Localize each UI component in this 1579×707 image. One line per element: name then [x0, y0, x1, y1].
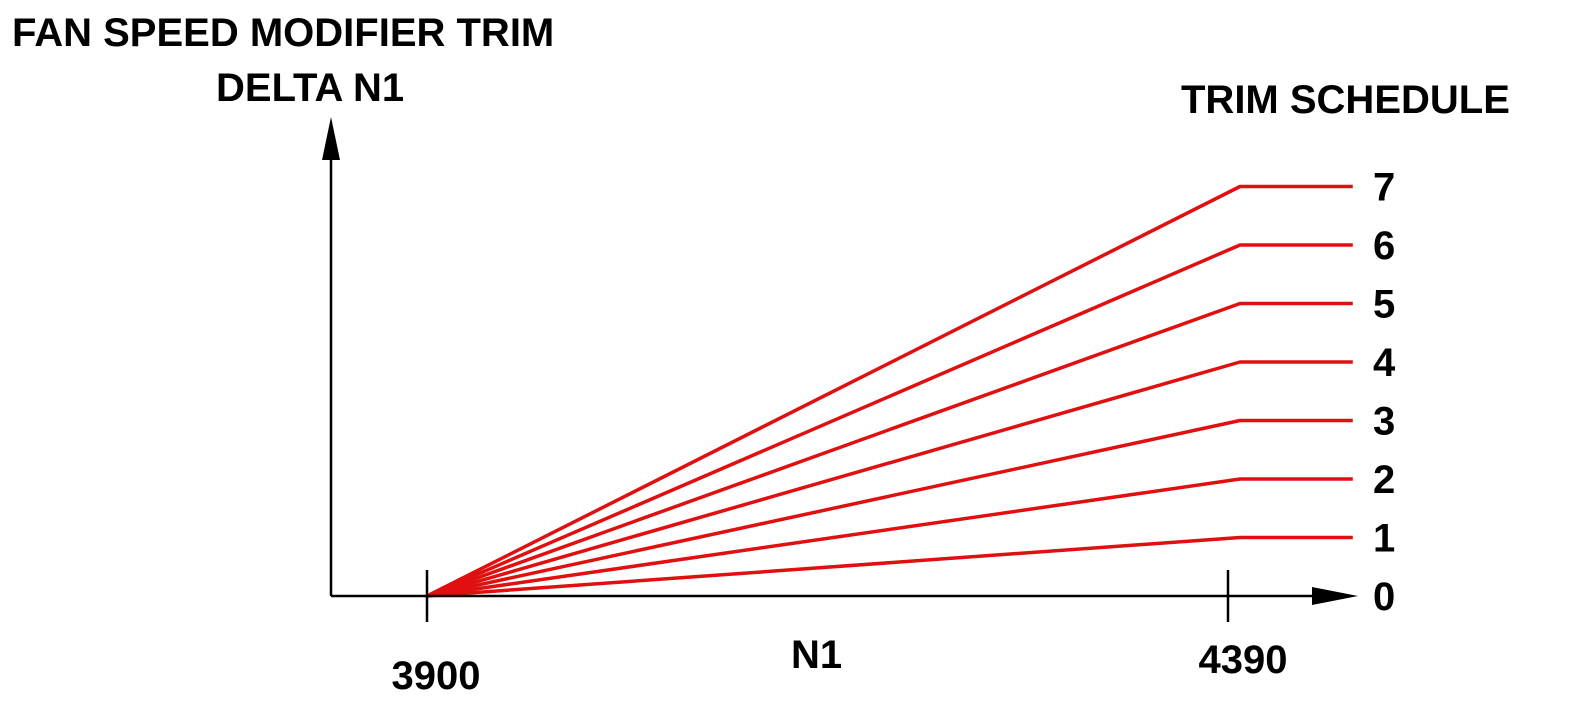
x-tick-label-4390: 4390 [1199, 638, 1288, 682]
y-axis-label: DELTA N1 [216, 66, 404, 110]
series-line-6 [426, 243, 1353, 598]
series-line-1 [426, 535, 1353, 598]
chart-title: FAN SPEED MODIFIER TRIM [12, 11, 554, 55]
series-line-5 [426, 301, 1353, 598]
series-label-3: 3 [1373, 400, 1395, 444]
legend-title: TRIM SCHEDULE [1181, 78, 1510, 122]
series-line-2 [426, 477, 1353, 598]
series-line-4 [426, 360, 1353, 598]
x-ticks: 3900 4390 [392, 570, 1288, 698]
x-axis-label: N1 [791, 633, 842, 677]
series-labels: 0 1 2 3 4 5 6 7 [1373, 166, 1396, 620]
series-line-3 [426, 418, 1353, 598]
y-axis-arrow-icon [322, 117, 340, 160]
series-label-0: 0 [1373, 575, 1395, 619]
series-label-6: 6 [1373, 224, 1395, 268]
x-tick-label-3900: 3900 [392, 654, 481, 698]
series-line-7 [426, 184, 1353, 598]
x-axis-arrow-icon [1312, 587, 1358, 605]
series-label-5: 5 [1373, 283, 1395, 327]
series-label-1: 1 [1373, 517, 1395, 561]
axes [322, 117, 1358, 605]
series-lines [426, 184, 1353, 598]
series-label-2: 2 [1373, 458, 1395, 502]
series-label-4: 4 [1373, 341, 1396, 385]
series-label-7: 7 [1373, 166, 1395, 210]
